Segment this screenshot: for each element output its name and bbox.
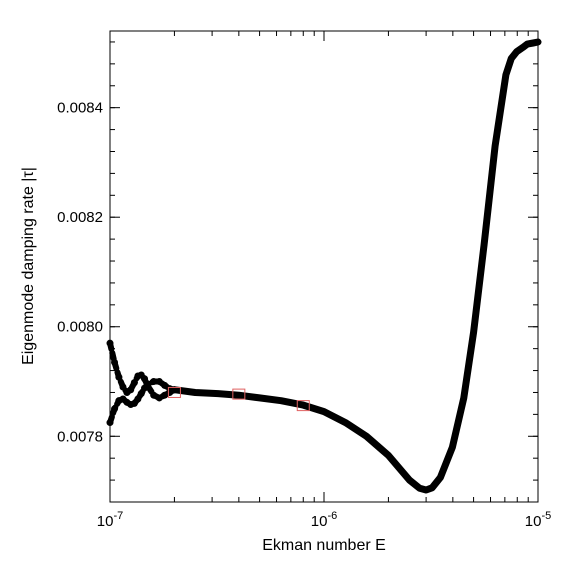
series-2-point <box>155 378 163 386</box>
series-3-point <box>150 391 158 399</box>
series-group <box>106 38 542 494</box>
x-tick-label: 10-7 <box>97 510 123 530</box>
series-3-point <box>119 383 127 391</box>
y-tick-label: 0.0084 <box>57 100 103 117</box>
marker-square <box>296 400 310 412</box>
series-2-point <box>150 378 158 386</box>
series-3-point <box>170 386 178 394</box>
marker-group <box>167 386 310 412</box>
marker-square <box>232 388 246 400</box>
plot-area-frame <box>109 30 539 503</box>
y-tick-label: 0.0078 <box>57 428 103 445</box>
series-2-point <box>106 419 114 427</box>
series-2-point <box>137 390 145 398</box>
series-3-point <box>127 386 135 394</box>
y-axis-label: Eigenmode damping rate |τ| <box>20 167 37 365</box>
series-2-point <box>134 395 142 403</box>
series-3-point <box>155 394 163 402</box>
series-2-point <box>111 405 119 413</box>
series-1-line <box>170 38 542 494</box>
series-3-point <box>115 373 123 381</box>
series-2-point <box>161 381 169 389</box>
series-3-point <box>111 358 119 366</box>
tick-label-group: 10-7 10-6 10-5 0.0078 0.0080 0.0082 0.0084 <box>57 100 551 530</box>
x-tick-label: 10-6 <box>311 510 337 530</box>
series-3-point <box>144 382 152 390</box>
series-3-point <box>130 379 138 387</box>
y-tick-label: 0.0082 <box>57 209 103 226</box>
axis-ticks <box>109 31 539 503</box>
x-tick-label: 10-5 <box>525 510 551 530</box>
series-3-point <box>106 339 114 347</box>
series-3-point <box>141 375 149 383</box>
marker-square <box>167 386 181 398</box>
y-tick-label: 0.0080 <box>57 319 103 336</box>
x-axis-label: Ekman number E <box>262 537 386 554</box>
